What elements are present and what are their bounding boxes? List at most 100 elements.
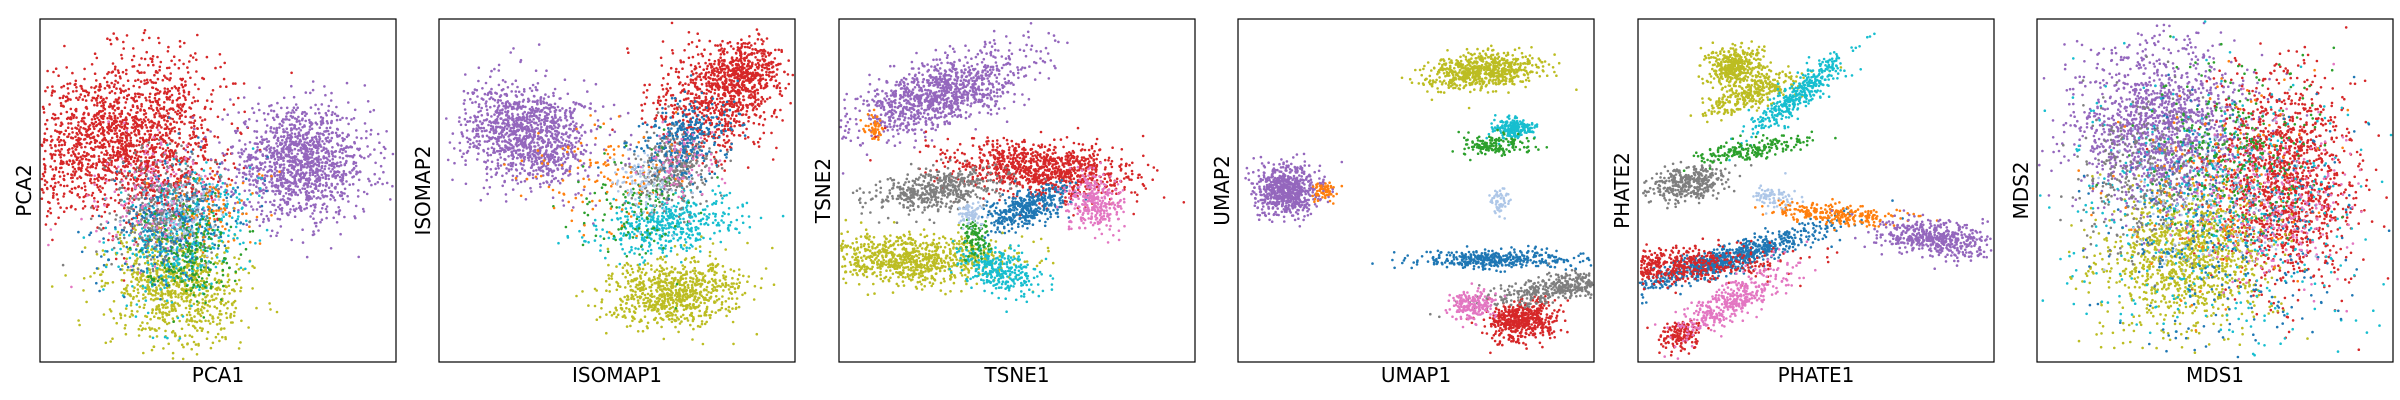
scatter-point [314,103,317,107]
scatter-point [268,180,271,184]
scatter-point [139,163,143,166]
scatter-point [123,226,126,229]
scatter-point [280,206,284,210]
scatter-point [112,85,116,89]
scatter-point [116,237,120,241]
scatter-point [197,203,200,206]
scatter-point [107,238,110,242]
scatter-point [97,179,100,182]
scatter-point [282,177,285,180]
scatter-point [121,70,125,74]
scatter-point [282,199,286,202]
scatter-point [122,229,125,232]
scatter-point [142,211,146,214]
scatter-point [367,177,370,181]
scatter-point [282,171,286,175]
scatter-point [331,111,334,114]
scatter-point [302,147,305,150]
scatter-point [168,142,172,145]
scatter-point [148,147,151,151]
scatter-point [219,318,222,322]
scatter-point [168,132,172,135]
scatter-point [59,206,62,209]
scatter-point [251,264,254,268]
scatter-point [111,150,115,153]
scatter-point [77,152,80,155]
scatter-point [133,262,136,265]
scatter-point [278,126,281,129]
scatter-point [151,255,155,259]
scatter-point [156,55,159,59]
scatter-point [293,117,297,120]
scatter-point [96,205,100,208]
scatter-point [284,187,288,190]
scatter-point [156,263,159,266]
scatter-point [210,282,213,286]
scatter-point [49,165,52,168]
scatter-point [180,120,184,124]
scatter-point [191,269,194,273]
scatter-point [296,193,300,197]
scatter-point [206,246,210,249]
scatter-point [145,78,149,82]
scatter-point [301,171,305,174]
scatter-point [102,97,105,101]
scatter-point [190,245,193,248]
scatter-point [325,181,328,185]
scatter-point [139,118,142,121]
scatter-point [311,170,314,174]
scatter-point [51,186,55,190]
scatter-point [101,144,105,148]
scatter-point [186,342,189,345]
scatter-point [158,146,162,149]
scatter-point [303,125,306,128]
scatter-point [143,82,146,86]
scatter-point [251,208,255,211]
scatter-point [176,88,180,92]
scatter-point [191,116,195,119]
scatter-point [52,194,55,198]
scatter-point [113,92,117,95]
scatter-point [43,183,47,187]
scatter-point [280,147,284,151]
scatter-point [314,175,317,178]
scatter-point [135,276,139,280]
scatter-point [288,149,292,152]
scatter-point [280,106,283,110]
scatter-point [170,309,174,312]
scatter-point [200,140,203,143]
scatter-point [226,202,229,206]
scatter-point [175,121,179,124]
scatter-point [74,135,77,139]
scatter-point [74,187,77,190]
scatter-point [315,145,319,148]
scatter-point [299,191,303,194]
scatter-point [121,172,124,175]
scatter-point [94,166,98,170]
scatter-point [157,327,161,330]
scatter-point [66,82,69,86]
scatter-point [133,176,137,179]
scatter-point [211,320,215,324]
scatter-point [269,308,272,311]
scatter-point [121,146,125,149]
scatter-point [168,310,171,314]
scatter-point [117,241,121,244]
scatter-point [179,157,182,160]
scatter-point [174,163,178,166]
scatter-point [257,201,260,204]
scatter-point [206,289,210,293]
scatter-point [269,127,273,130]
scatter-point [354,164,358,168]
scatter-point [180,83,184,87]
scatter-point [115,132,118,135]
scatter-point [308,152,312,156]
scatter-point [57,74,60,77]
scatter-point [60,143,64,147]
scatter-point [132,54,136,58]
scatter-point [122,47,125,50]
scatter-point [161,315,164,319]
scatter-point [113,100,116,104]
scatter-point [190,347,193,351]
scatter-point [227,284,231,288]
